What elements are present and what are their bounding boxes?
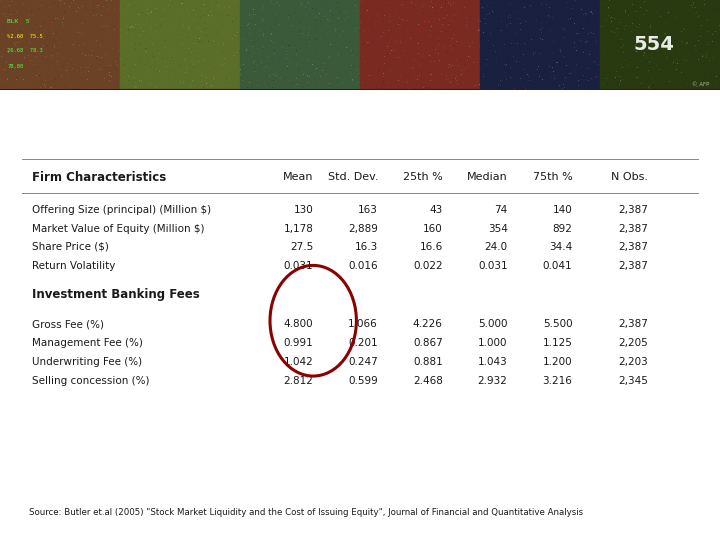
Text: 1.000: 1.000 (478, 338, 508, 348)
Text: 2,203: 2,203 (618, 357, 648, 367)
Text: Median: Median (467, 172, 508, 183)
Text: 78.80: 78.80 (7, 64, 24, 69)
Text: 2.812: 2.812 (284, 376, 313, 386)
Text: 1.200: 1.200 (543, 357, 572, 367)
Text: 0.041: 0.041 (543, 261, 572, 271)
Text: Management Fee (%): Management Fee (%) (32, 338, 143, 348)
Text: 24.0: 24.0 (485, 242, 508, 252)
Text: 5.000: 5.000 (478, 319, 508, 329)
Text: 2.932: 2.932 (478, 376, 508, 386)
Text: 0.201: 0.201 (348, 338, 378, 348)
Bar (240, 0, 360, 90)
Text: BLK  5: BLK 5 (7, 18, 30, 24)
Bar (360, 0, 480, 90)
Text: 2,387: 2,387 (618, 205, 648, 215)
Text: 0.599: 0.599 (348, 376, 378, 386)
Text: 16.6: 16.6 (420, 242, 443, 252)
Text: 0.991: 0.991 (284, 338, 313, 348)
Text: 1.125: 1.125 (543, 338, 572, 348)
Text: Return Volatility: Return Volatility (32, 261, 116, 271)
Text: 5.500: 5.500 (543, 319, 572, 329)
Text: Mean: Mean (283, 172, 313, 183)
Text: 2,387: 2,387 (618, 224, 648, 233)
Text: Investment Banking Fees: Investment Banking Fees (32, 288, 200, 301)
Text: 74: 74 (495, 205, 508, 215)
Text: 2,345: 2,345 (618, 376, 648, 386)
Text: Firm Characteristics: Firm Characteristics (32, 171, 166, 184)
Bar (120, 0, 240, 90)
Text: 75th %: 75th % (533, 172, 572, 183)
Text: 2,387: 2,387 (618, 242, 648, 252)
Text: 0.867: 0.867 (413, 338, 443, 348)
Text: 160: 160 (423, 224, 443, 233)
Bar (480, 0, 600, 90)
Text: Gross Fee (%): Gross Fee (%) (32, 319, 104, 329)
Text: 4.800: 4.800 (284, 319, 313, 329)
Text: 34.4: 34.4 (549, 242, 572, 252)
Text: 0.031: 0.031 (478, 261, 508, 271)
Text: 2,387: 2,387 (618, 319, 648, 329)
Text: 0.022: 0.022 (413, 261, 443, 271)
Text: 43: 43 (430, 205, 443, 215)
Text: 2.468: 2.468 (413, 376, 443, 386)
Text: 0.247: 0.247 (348, 357, 378, 367)
Text: 1,178: 1,178 (284, 224, 313, 233)
Text: © AFP: © AFP (692, 82, 709, 87)
Text: N Obs.: N Obs. (611, 172, 648, 183)
Text: 0.016: 0.016 (348, 261, 378, 271)
Text: 554: 554 (634, 35, 675, 53)
Text: 1.042: 1.042 (284, 357, 313, 367)
Text: 2,387: 2,387 (618, 261, 648, 271)
Text: Offering Size (principal) (Million $): Offering Size (principal) (Million $) (32, 205, 212, 215)
Text: 16.3: 16.3 (355, 242, 378, 252)
Text: Market Value of Equity (Million $): Market Value of Equity (Million $) (32, 224, 205, 233)
Text: Share Price ($): Share Price ($) (32, 242, 109, 252)
Text: 892: 892 (552, 224, 572, 233)
Text: 2,889: 2,889 (348, 224, 378, 233)
Text: Source: Butler et.al (2005) "Stock Market Liquidity and the Cost of Issuing Equi: Source: Butler et.al (2005) "Stock Marke… (29, 508, 583, 517)
Bar (0, 0, 120, 90)
Text: 3.216: 3.216 (543, 376, 572, 386)
Text: 163: 163 (358, 205, 378, 215)
Text: 1.066: 1.066 (348, 319, 378, 329)
Text: %2.60  75.5: %2.60 75.5 (7, 34, 43, 39)
Text: 25th %: 25th % (403, 172, 443, 183)
Text: Selling concession (%): Selling concession (%) (32, 376, 150, 386)
Text: Cost of Issuing Equity: Cost of Issuing Equity (205, 98, 515, 122)
Text: 4.226: 4.226 (413, 319, 443, 329)
Text: 0.031: 0.031 (284, 261, 313, 271)
Text: 0.881: 0.881 (413, 357, 443, 367)
Text: 354: 354 (487, 224, 508, 233)
Text: Underwriting Fee (%): Underwriting Fee (%) (32, 357, 143, 367)
Text: Std. Dev.: Std. Dev. (328, 172, 378, 183)
Text: 27.5: 27.5 (290, 242, 313, 252)
Text: 130: 130 (294, 205, 313, 215)
Text: 1.043: 1.043 (478, 357, 508, 367)
Text: 140: 140 (553, 205, 572, 215)
Text: 26.68  78.3: 26.68 78.3 (7, 48, 43, 53)
Bar (600, 0, 720, 90)
Text: 2,205: 2,205 (618, 338, 648, 348)
